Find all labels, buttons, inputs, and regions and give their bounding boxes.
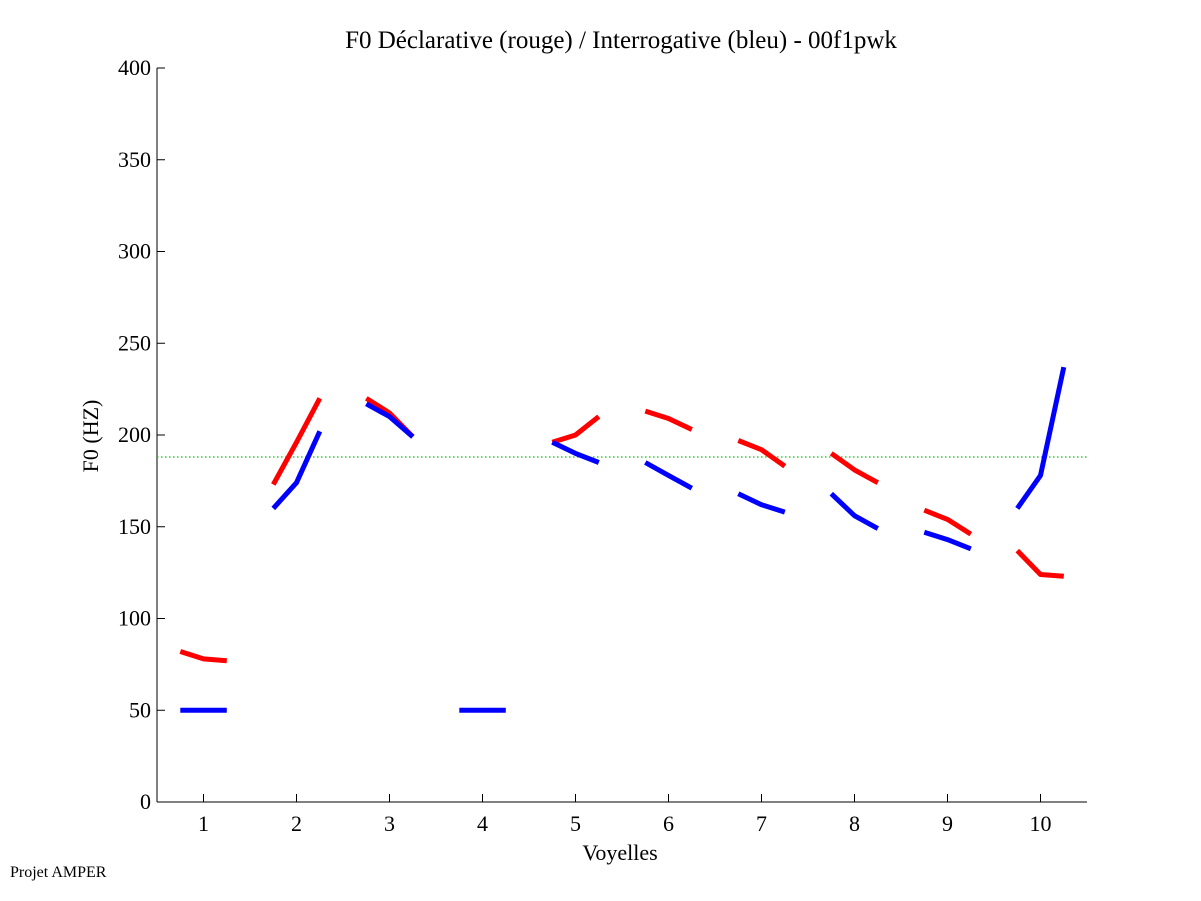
y-tick-label: 350 bbox=[118, 147, 151, 172]
red-series-segment bbox=[179, 649, 227, 664]
x-axis-label: Voyelles bbox=[582, 840, 657, 865]
y-tick-label: 0 bbox=[140, 789, 151, 814]
red-series-segment bbox=[551, 414, 601, 445]
red-series-segment bbox=[1015, 548, 1064, 579]
red-series-segment bbox=[737, 438, 787, 469]
y-tick-label: 50 bbox=[129, 697, 151, 722]
blue-series-segment bbox=[923, 529, 972, 552]
chart-title: F0 Déclarative (rouge) / Interrogative (… bbox=[345, 27, 897, 54]
y-tick-label: 100 bbox=[118, 606, 151, 631]
y-axis-label: F0 (HZ) bbox=[78, 400, 103, 473]
blue-series-segment bbox=[737, 491, 786, 515]
blue-series-segment bbox=[271, 430, 323, 511]
x-tick-label: 3 bbox=[384, 811, 395, 836]
y-tick-label: 250 bbox=[118, 330, 151, 355]
blue-series-segment bbox=[644, 460, 694, 491]
x-tick-label: 7 bbox=[756, 811, 767, 836]
blue-series-segment bbox=[829, 491, 880, 531]
plot-area: 0 50 100 150 200 250 300 350 400 1 2 3 4 5 6 7 8 9 10 bbox=[118, 55, 1087, 836]
y-tick-label: 200 bbox=[118, 422, 151, 447]
x-tick-label: 10 bbox=[1030, 811, 1052, 836]
x-tick-label: 4 bbox=[477, 811, 488, 836]
red-series-segment bbox=[829, 451, 880, 485]
x-tick-label: 9 bbox=[942, 811, 953, 836]
red-series-segment bbox=[271, 397, 323, 486]
blue-series-segment bbox=[1015, 366, 1067, 510]
blue-series-segment bbox=[551, 440, 600, 465]
y-tick-label: 300 bbox=[118, 239, 151, 264]
x-tick-label: 1 bbox=[198, 811, 209, 836]
red-series-segment bbox=[644, 408, 693, 432]
x-tick-label: 5 bbox=[570, 811, 581, 836]
red-series-segment bbox=[923, 507, 973, 537]
x-tick-label: 2 bbox=[291, 811, 302, 836]
x-tick-label: 6 bbox=[663, 811, 674, 836]
blue-series-segment bbox=[365, 401, 415, 439]
x-tick-label: 8 bbox=[849, 811, 860, 836]
y-tick-label: 150 bbox=[118, 514, 151, 539]
footer-credit: Projet AMPER bbox=[10, 864, 107, 881]
y-tick-label: 400 bbox=[118, 55, 151, 80]
